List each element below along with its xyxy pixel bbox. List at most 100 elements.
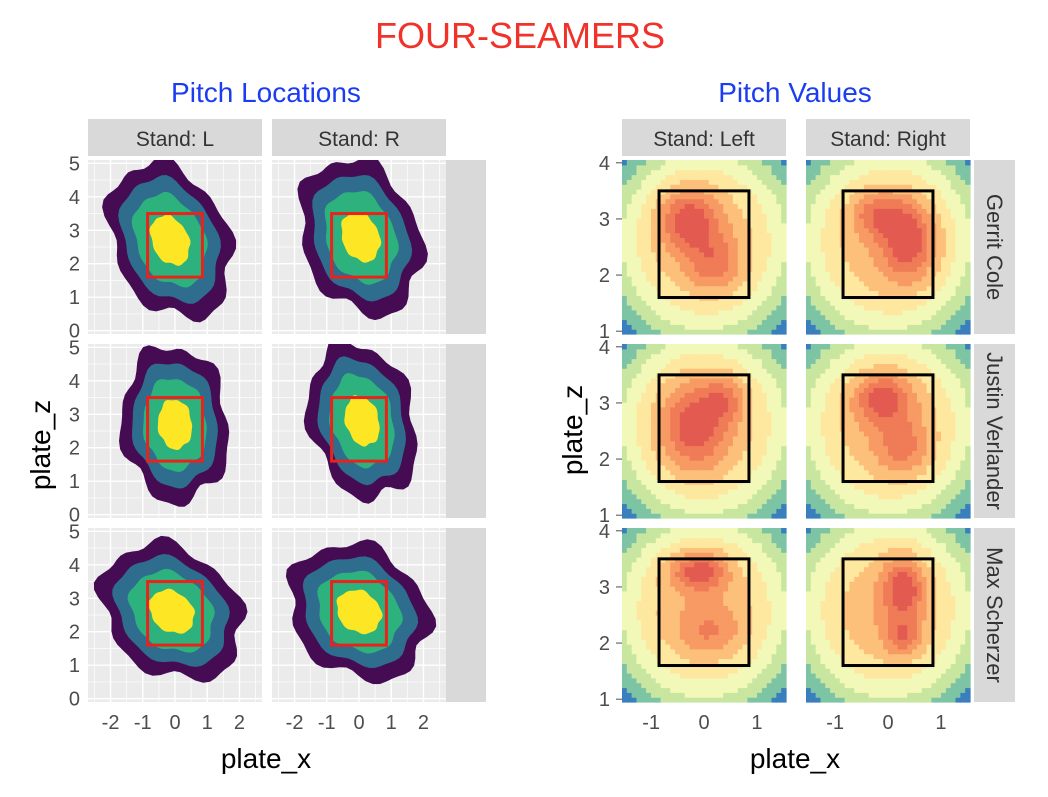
value-cell — [811, 194, 816, 199]
value-cell — [912, 417, 917, 422]
value-cell — [825, 175, 830, 180]
value-cell — [728, 233, 733, 238]
value-cell — [922, 426, 927, 431]
value-cell — [946, 402, 951, 407]
value-cell — [772, 359, 777, 364]
value-cell — [627, 450, 632, 455]
value-cell — [893, 412, 898, 417]
value-cell — [878, 465, 883, 470]
value-cell — [859, 475, 864, 480]
value-cell — [776, 397, 781, 402]
value-cell — [694, 324, 699, 329]
value-cell — [864, 179, 869, 184]
value-cell — [704, 489, 709, 494]
value-cell — [849, 179, 854, 184]
value-cell — [936, 266, 941, 271]
value-cell — [898, 252, 903, 257]
value-cell — [675, 455, 680, 460]
value-cell — [835, 465, 840, 470]
value-cell — [830, 295, 835, 300]
value-cell — [622, 228, 627, 233]
value-cell — [864, 262, 869, 267]
value-cell — [776, 349, 781, 354]
value-cell — [752, 494, 757, 499]
value-cell — [946, 233, 951, 238]
value-cell — [714, 320, 719, 325]
value-cell — [627, 189, 632, 194]
value-cell — [893, 252, 898, 257]
value-cell — [845, 218, 850, 223]
value-cell — [738, 465, 743, 470]
value-cell — [874, 170, 879, 175]
value-cell — [820, 354, 825, 359]
value-cell — [704, 417, 709, 422]
value-cell — [893, 484, 898, 489]
value-cell — [709, 344, 714, 349]
value-cell — [718, 194, 723, 199]
value-cell — [723, 489, 728, 494]
value-cell — [757, 499, 762, 504]
value-cell — [743, 247, 748, 252]
value-cell — [825, 276, 830, 281]
value-cell — [757, 262, 762, 267]
value-cell — [864, 233, 869, 238]
value-cell — [646, 508, 651, 513]
value-cell — [661, 513, 666, 518]
value-cell — [762, 223, 767, 228]
value-cell — [661, 208, 666, 213]
value-cell — [762, 344, 767, 349]
value-cell — [776, 194, 781, 199]
value-cell — [936, 300, 941, 305]
value-cell — [859, 300, 864, 305]
value-cell — [907, 363, 912, 368]
value-cell — [825, 363, 830, 368]
value-cell — [670, 310, 675, 315]
value-cell — [661, 242, 666, 247]
value-cell — [665, 470, 670, 475]
value-cell — [627, 213, 632, 218]
value-cell — [893, 354, 898, 359]
value-cell — [946, 175, 951, 180]
value-cell — [806, 281, 811, 286]
value-cell — [864, 271, 869, 276]
value-cell — [743, 421, 748, 426]
value-cell — [917, 310, 922, 315]
value-cell — [733, 368, 738, 373]
value-cell — [806, 446, 811, 451]
value-cell — [685, 170, 690, 175]
value-cell — [893, 513, 898, 518]
value-cell — [690, 184, 695, 189]
value-cell — [845, 363, 850, 368]
value-cell — [927, 184, 932, 189]
value-cell — [699, 320, 704, 325]
value-cell — [699, 310, 704, 315]
value-cell — [893, 465, 898, 470]
value-cell — [820, 320, 825, 325]
value-cell — [820, 252, 825, 257]
value-cell — [936, 407, 941, 412]
value-cell — [927, 412, 932, 417]
value-cell — [690, 208, 695, 213]
value-cell — [699, 271, 704, 276]
value-cell — [675, 291, 680, 296]
value-cell — [820, 489, 825, 494]
value-cell — [854, 262, 859, 267]
value-cell — [854, 368, 859, 373]
value-cell — [675, 252, 680, 257]
value-cell — [849, 315, 854, 320]
value-cell — [878, 257, 883, 262]
value-cell — [845, 392, 850, 397]
value-cell — [830, 392, 835, 397]
value-cell — [883, 252, 888, 257]
value-cell — [718, 300, 723, 305]
value-cell — [699, 228, 704, 233]
value-cell — [661, 228, 666, 233]
value-cell — [661, 417, 666, 422]
value-cell — [743, 489, 748, 494]
value-cell — [636, 354, 641, 359]
value-cell — [902, 421, 907, 426]
value-cell — [757, 504, 762, 509]
value-cell — [816, 504, 821, 509]
value-cell — [685, 228, 690, 233]
value-cell — [869, 213, 874, 218]
